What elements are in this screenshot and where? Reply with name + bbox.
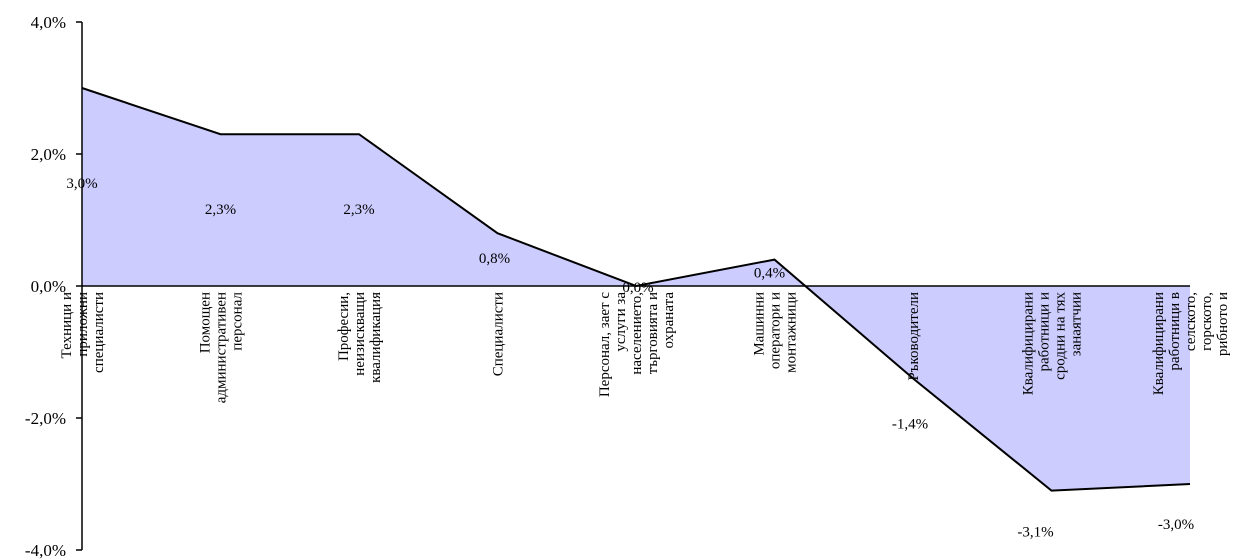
category-label: Персонал, зает с услуги за населението, тър… (597, 292, 677, 397)
category-label-line: работници в (1167, 292, 1183, 371)
category-label: Професии, неизискващи квалификация (336, 292, 384, 383)
category-label: Специалисти (491, 292, 507, 376)
area-fill (82, 88, 1190, 491)
data-label: 3,0% (66, 176, 97, 192)
category-label: Помощен административен персонал (198, 291, 246, 403)
category-label-line: Квалифицирани (1151, 292, 1167, 395)
data-label: -3,0% (1158, 517, 1194, 533)
category-label: Ръководители (906, 292, 922, 381)
axis-layer: 4,0% 2,0% 0,0% -2,0% -4,0% (25, 13, 1190, 559)
category-label-line: сродни на тях (1053, 292, 1069, 380)
y-tick-label: 0,0% (31, 277, 66, 296)
category-label-line: търговията и (645, 292, 661, 374)
category-label-line: специалисти (91, 292, 107, 373)
data-label: 2,3% (205, 202, 236, 218)
category-label-line: неизискващи (352, 292, 368, 376)
y-tick-label: -4,0% (25, 541, 66, 559)
category-labels: Техници и приложни специалисти Помощен админ… (59, 291, 1231, 403)
data-label: 2,3% (343, 202, 374, 218)
category-label: Техници и приложни специалисти (59, 292, 107, 373)
category-label-line: Персонал, зает с (597, 292, 613, 397)
category-label-line: Специалисти (491, 292, 507, 376)
data-label: 0,0% (622, 280, 653, 296)
category-label-line: рибното и (1215, 292, 1231, 356)
data-label: -1,4% (892, 416, 928, 432)
category-label-line: персонал (230, 291, 246, 350)
data-label: -3,1% (1017, 525, 1053, 541)
category-label-line: Професии, (336, 292, 352, 361)
y-tick-label: 4,0% (31, 13, 66, 32)
category-label-line: приложни (75, 292, 91, 357)
category-label-line: Машинни (752, 292, 768, 356)
category-label-line: Техници и (59, 292, 75, 358)
category-label-line: административен (214, 292, 230, 403)
category-label-line: квалификация (368, 292, 384, 383)
data-labels: 3,0% 2,3% 2,3% 0,8% 0,0% 0,4% -1,4% -3,1% -3,0% (66, 176, 1194, 541)
category-label-line: услуги за (613, 292, 629, 352)
data-label: 0,4% (754, 266, 785, 282)
category-label-line: Ръководители (906, 292, 922, 381)
category-label-line: населението, (629, 292, 645, 375)
category-label-line: селското, (1183, 292, 1199, 351)
category-label-line: работници и (1037, 292, 1053, 372)
category-label-line: занаятчии (1069, 292, 1085, 356)
category-label-line: Помощен (198, 292, 214, 353)
category-label-line: монтажници (784, 292, 800, 373)
category-label-line: оператори и (768, 292, 784, 369)
data-label: 0,8% (479, 251, 510, 267)
y-tick-label: -2,0% (25, 409, 66, 428)
category-label: Квалифицирани работници в селското, горскот… (1151, 292, 1231, 395)
category-label-line: охраната (661, 292, 677, 349)
category-label: Квалифицирани работници и сродни на тях зан… (1021, 292, 1085, 396)
category-label-line: Квалифицирани (1021, 292, 1037, 395)
category-label-line: горското, (1199, 292, 1215, 351)
y-tick-label: 2,0% (31, 145, 66, 164)
category-label: Машинни оператори и монтажници (752, 292, 800, 373)
